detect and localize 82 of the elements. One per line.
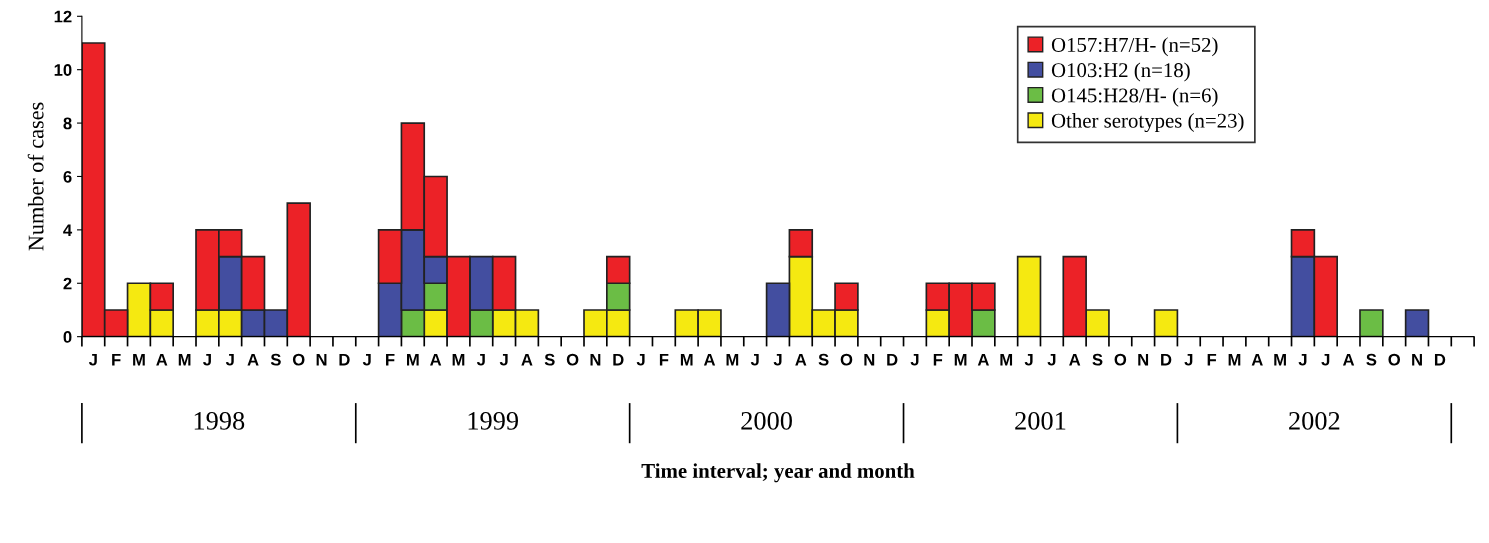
y-tick-label: 10 [54,64,72,76]
x-tick-label: O [292,353,305,366]
x-tick-label: J [773,353,782,366]
x-tick-label: S [544,353,555,366]
x-tick-label: F [386,353,395,366]
legend-label: O157:H7/H- (n=52) [1051,37,1218,57]
x-tick-label: A [703,353,716,366]
x-tick-label: J [1047,353,1056,366]
x-tick-label: A [521,353,533,366]
bar [1404,309,1430,337]
x-tick-label: D [613,353,624,366]
x-tick-label: A [156,353,168,366]
text: 2001 [1015,411,1066,430]
x-axis-title: Time interval; year and month [641,463,915,483]
x-tick-label: A [247,353,259,366]
text: 2002 [1289,411,1340,430]
x-tick-label: O [1114,353,1127,366]
x-tick-label: A [430,353,442,366]
x-tick-label: J [1321,353,1330,366]
bar [1016,255,1042,337]
x-tick-label: J [88,353,97,366]
x-tick-label: J [499,353,508,366]
x-tick-label: M [178,353,191,366]
x-tick-label: D [1161,353,1172,366]
x-tick-label: O [1388,353,1401,366]
legend-label: Other serotypes (n=23) [1051,113,1244,133]
x-tick-label: M [1000,353,1013,366]
x-tick-label: M [452,353,465,366]
x-tick-label: J [476,353,485,366]
x-tick-label: M [1274,353,1286,366]
y-tick-label: 0 [63,331,72,343]
y-tick-label: 6 [63,170,72,183]
x-tick-label: J [636,353,645,366]
x-tick-label: S [270,353,281,366]
x-tick-label: M [680,353,693,366]
x-tick-label: O [566,353,579,366]
x-tick-label: J [1184,353,1193,366]
x-tick-label: M [133,353,145,366]
legend-label: O103:H2 (n=18) [1051,62,1190,82]
text: 2000 [741,411,792,430]
x-tick-label: M [726,353,739,366]
x-tick-label: F [659,353,669,366]
x-tick-label: J [203,353,211,366]
x-tick-label: J [362,353,371,366]
x-tick-label: A [1342,353,1355,366]
x-tick-label: O [840,353,853,366]
x-tick-label: A [977,353,989,366]
x-tick-label: M [1228,353,1241,366]
x-tick-label: D [339,353,350,366]
x-tick-label: J [225,353,234,366]
x-tick-label: J [750,353,759,366]
y-axis-title: Number of cases [27,102,44,251]
x-tick-label: F [933,353,943,366]
x-tick-label: A [1251,353,1263,366]
x-tick-label: N [316,353,327,366]
bar [1153,309,1179,337]
x-tick-label: A [1069,353,1081,366]
x-tick-label: N [864,353,875,366]
x-tick-label: J [910,353,919,366]
bar [1359,309,1384,337]
x-tick-label: S [1092,353,1103,366]
x-tick-label: N [1412,353,1422,366]
x-tick-label: J [1024,353,1033,366]
x-tick-label: S [1366,353,1377,366]
text: 1999 [468,412,519,430]
x-tick-label: A [795,353,807,366]
x-tick-label: N [590,353,601,366]
y-tick-label: 2 [63,277,72,290]
x-tick-label: F [112,353,121,366]
x-tick-label: D [1434,353,1446,366]
x-tick-label: M [407,353,419,366]
y-tick-label: 8 [63,117,72,130]
x-tick-label: F [1207,353,1217,366]
x-tick-label: N [1138,353,1149,366]
x-tick-label: S [818,353,829,366]
x-tick-label: M [954,353,967,366]
y-tick-label: 4 [63,224,73,236]
legend-label: O145:H28/H- (n=6) [1051,87,1218,107]
text: 1998 [194,411,245,430]
x-tick-label: J [1298,353,1307,366]
y-tick-label: 12 [54,10,72,23]
x-tick-label: D [887,353,898,366]
